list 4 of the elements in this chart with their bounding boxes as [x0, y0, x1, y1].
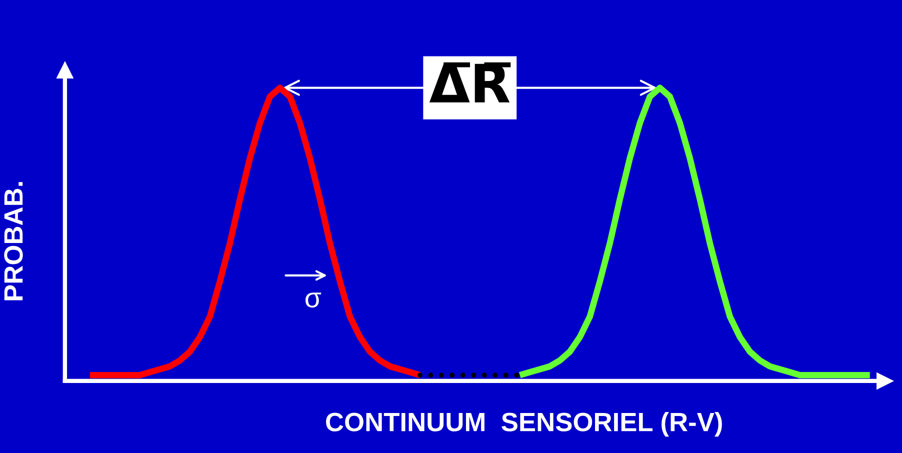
annotation: σ: [306, 292, 322, 308]
annotation: Δ̅R̅: [429, 62, 511, 102]
x-axis-title: CONTINUUM SENSORIEL (R-V): [326, 412, 722, 437]
y-axis-title: PROBAB.: [4, 182, 23, 300]
